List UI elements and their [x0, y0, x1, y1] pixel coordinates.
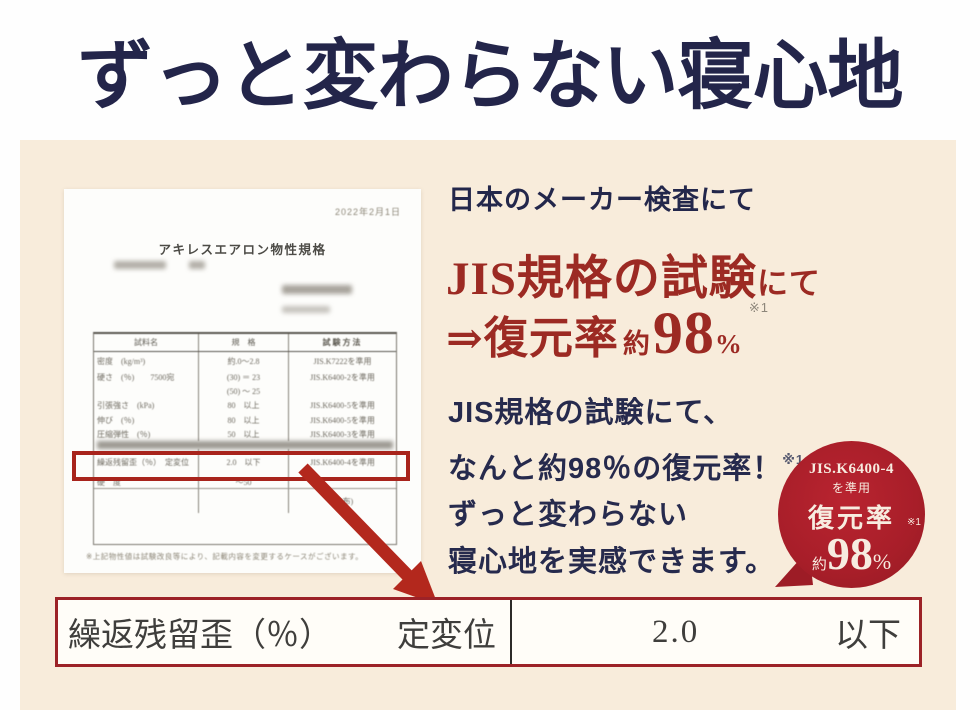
result-table-row: 繰返残留歪（％） 定変位 2.0 以下: [55, 597, 922, 667]
result-right-cell: 2.0 以下: [510, 600, 919, 664]
page-title: ずっと変わらない寝心地: [77, 34, 904, 119]
spec-table-header: 試料名 規 格 試験方法: [94, 334, 396, 352]
badge-approx: 約: [811, 557, 827, 573]
footnote-marker: ※1: [907, 517, 921, 528]
claim-body-line2: なんと約98％の復元率！: [448, 452, 783, 485]
spec-cell: JIS.K6400-3を準用: [288, 428, 396, 441]
result-unit: 以下: [835, 618, 901, 654]
claim-recovery-label: ⇒復元率: [446, 314, 619, 363]
spec-cell: JIS.K6400-5を準用: [288, 413, 396, 428]
badge-number: 98: [826, 528, 873, 579]
spec-cell: 伸び (％): [97, 416, 135, 425]
spec-cell: 80 以上: [198, 398, 288, 413]
document-footnote: ※上記物性値は試験改良等により、記載内容を変更するケースがございます。: [86, 552, 364, 561]
spec-row-highlighted: 繰返残留歪（％） 定変位 2.0 以下 JIS.K6400-4を準用: [94, 449, 396, 476]
certification-badge: JIS.K6400-4 を準用 復元率 約 98 % ※1: [778, 441, 925, 588]
redacted-text: [114, 261, 166, 269]
spec-row: 引張強さ (kPa) 80 以上 JIS.K6400-5を準用: [94, 398, 396, 413]
spec-cell: [288, 384, 396, 398]
spec-cell: 引張強さ (kPa): [97, 401, 155, 410]
spec-cell: [288, 476, 396, 488]
claim-percent-sign: %: [714, 329, 743, 359]
spec-cell: 密度 (kg/m³): [97, 356, 146, 366]
claim-headline-2: ⇒復元率 約 98 % ※1: [446, 300, 769, 366]
spec-row: 硬 度 ～50: [94, 476, 396, 489]
spec-cell: [198, 489, 288, 513]
spec-cell: 硬さ (％) 7500宛: [97, 372, 175, 382]
spec-row: 硬さ (％) 7500宛 (30) ＝ 23 JIS.K6400-2を準用: [94, 370, 396, 384]
spec-cell: 80 以上: [198, 413, 288, 428]
claim-body-line1: JIS規格の試験にて、: [448, 397, 734, 429]
document-title: アキレスエアロン物性規格: [158, 243, 327, 257]
redacted-text: [282, 285, 352, 294]
claim-headline-suffix: にて: [756, 266, 821, 301]
spec-header-method: 試験方法: [288, 334, 396, 351]
redacted-text: [189, 261, 205, 269]
spec-cell: JIS.K6400-2を準用: [288, 370, 396, 384]
result-condition-label: 定変位: [397, 618, 496, 654]
result-value: 2.0: [652, 613, 700, 650]
spec-cell: ～50: [198, 476, 288, 488]
claim-approx: 約: [622, 329, 651, 359]
highlight-rectangle: [72, 451, 410, 481]
badge-value-row: 約 98 %: [812, 531, 891, 577]
spec-row: (塗布): [94, 489, 396, 513]
spec-row: 伸び (％) 80 以上 JIS.K6400-5を準用: [94, 413, 396, 428]
claim-headline-main: JIS規格の試験: [446, 253, 757, 305]
spec-cell: JIS.K6400-4を準用: [288, 449, 396, 476]
claim-headline-1: JIS規格の試験 にて: [446, 239, 821, 308]
spec-cell: (塗布): [288, 489, 396, 513]
spec-row: 密度 (kg/m³) 約.0～2.8 JIS.K7222を準用: [94, 352, 396, 370]
spec-cell: 硬 度: [97, 477, 121, 487]
redacted-row: [97, 441, 393, 449]
spec-header-item: 試料名: [134, 338, 158, 347]
spec-row: 圧縮弾性 (％) 50 以上 JIS.K6400-3を準用: [94, 428, 396, 441]
spec-cell: 2.0 以下: [198, 449, 288, 476]
spec-header-standard: 規 格: [198, 334, 288, 351]
spec-cell: 繰返残留歪（％） 定変位: [97, 458, 189, 467]
claim-percent-number: 98: [652, 300, 715, 366]
badge-standard: JIS.K6400-4: [808, 461, 895, 477]
spec-cell: 50 以上: [198, 428, 288, 441]
spec-cell: 圧縮弾性 (％): [97, 430, 151, 439]
claim-body: JIS規格の試験にて、 なんと約98％の復元率！※1 ずっと変わらない 寝心地を…: [448, 390, 804, 585]
claim-intro: 日本のメーカー検査にて: [448, 185, 756, 215]
badge-percent-sign: %: [872, 549, 892, 574]
spec-cell: (50) ～ 25: [198, 384, 288, 398]
spec-cell: (30) ＝ 23: [198, 370, 288, 384]
spec-table: 試料名 規 格 試験方法 密度 (kg/m³) 約.0～2.8 JIS.K722…: [93, 332, 397, 545]
spec-cell: JIS.K6400-5を準用: [288, 398, 396, 413]
test-report-document: 2022年2月1日 アキレスエアロン物性規格 試料名 規 格 試験方法 密度 (…: [64, 189, 421, 573]
spec-cell: JIS.K7222を準用: [288, 352, 396, 370]
badge-applied: を準用: [831, 481, 871, 495]
badge-metric: 復元率: [807, 504, 895, 533]
spec-cell: 約.0～2.8: [198, 352, 288, 370]
spec-row: (50) ～ 25: [94, 384, 396, 398]
document-date: 2022年2月1日: [334, 207, 401, 217]
result-left-cell: 繰返残留歪（％） 定変位: [58, 600, 510, 664]
claim-body-line4: 寝心地を実感できます。: [448, 545, 776, 578]
claim-body-line3: ずっと変わらない: [448, 499, 689, 531]
footnote-marker: ※1: [748, 300, 769, 315]
redacted-text: [282, 306, 330, 313]
result-item-label: 繰返残留歪（％）: [68, 618, 332, 654]
